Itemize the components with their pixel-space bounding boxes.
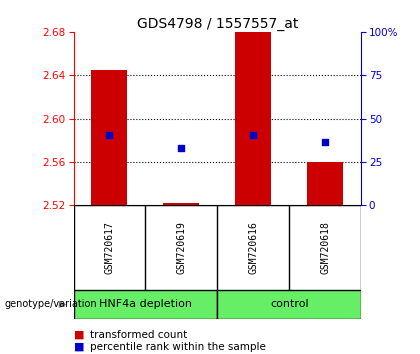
- Bar: [163, 203, 199, 205]
- Text: GSM720619: GSM720619: [176, 221, 186, 274]
- Point: [250, 132, 257, 138]
- Text: percentile rank within the sample: percentile rank within the sample: [90, 342, 266, 352]
- Point: [322, 139, 328, 145]
- Text: GSM720617: GSM720617: [105, 221, 115, 274]
- Bar: [74, 290, 218, 319]
- Text: GSM720618: GSM720618: [320, 221, 330, 274]
- Text: GSM720616: GSM720616: [248, 221, 258, 274]
- Text: genotype/variation: genotype/variation: [4, 299, 97, 309]
- Text: ■: ■: [74, 342, 84, 352]
- Bar: [307, 162, 343, 205]
- Text: control: control: [270, 299, 309, 309]
- Text: transformed count: transformed count: [90, 330, 188, 339]
- Bar: [235, 32, 271, 205]
- Bar: [92, 70, 127, 205]
- Title: GDS4798 / 1557557_at: GDS4798 / 1557557_at: [136, 17, 298, 31]
- Text: ■: ■: [74, 330, 84, 339]
- Bar: [218, 290, 361, 319]
- Point: [178, 145, 185, 151]
- Text: HNF4a depletion: HNF4a depletion: [99, 299, 192, 309]
- Point: [106, 132, 113, 138]
